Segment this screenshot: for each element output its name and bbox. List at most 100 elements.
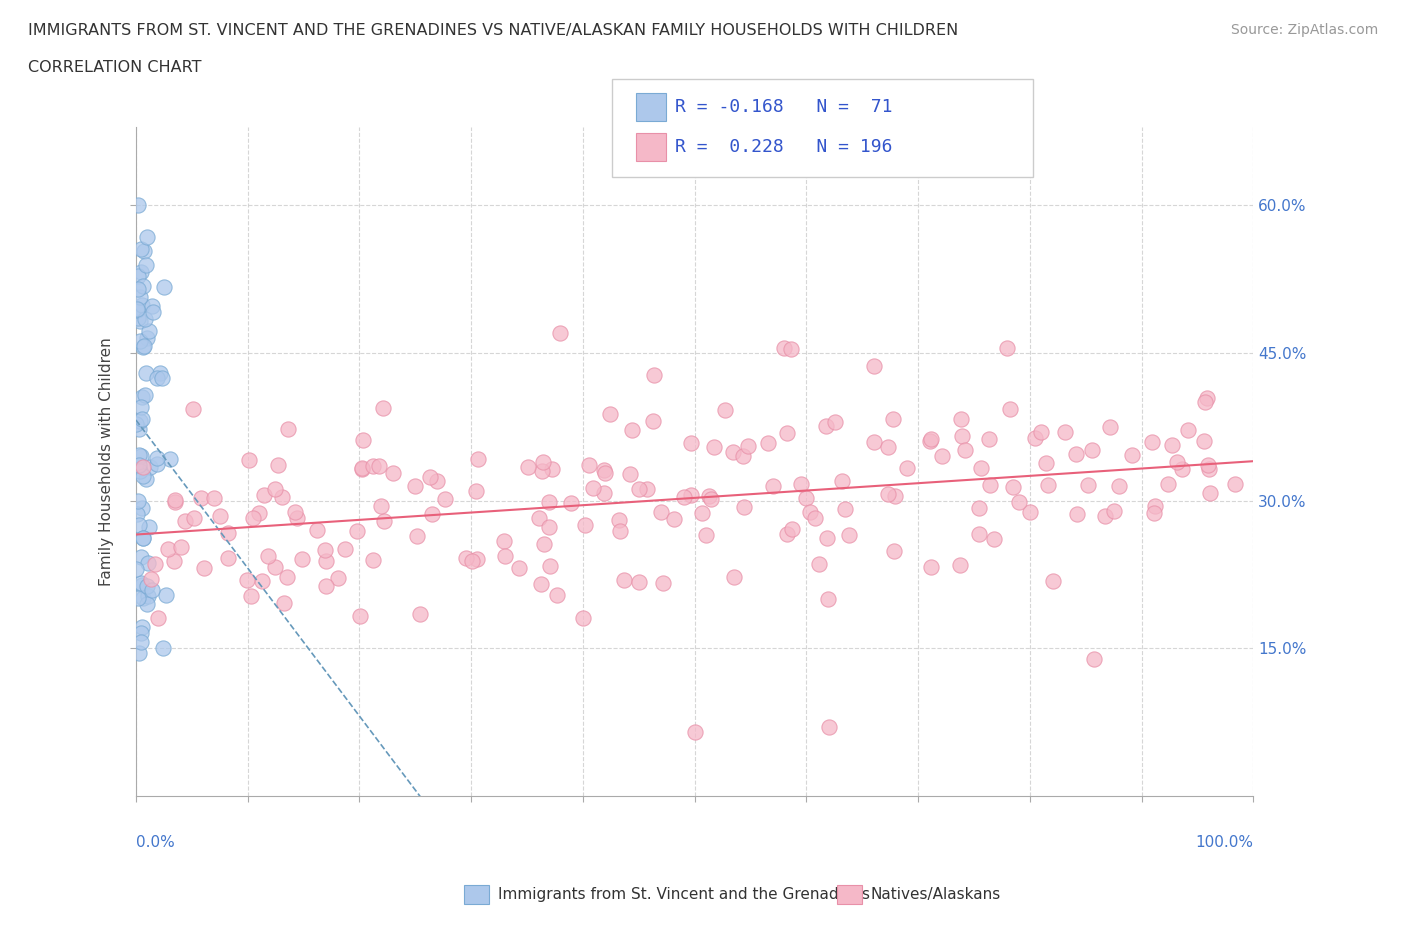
Point bbox=[381, 466, 404, 481]
Point bbox=[419, 470, 441, 485]
Point bbox=[127, 493, 149, 508]
Point bbox=[572, 611, 595, 626]
Point bbox=[969, 526, 991, 541]
Point bbox=[679, 488, 702, 503]
Point bbox=[125, 416, 148, 431]
Point bbox=[129, 463, 152, 478]
Point bbox=[132, 468, 155, 483]
Point bbox=[136, 596, 159, 611]
Point bbox=[125, 562, 148, 577]
Point bbox=[1108, 479, 1130, 494]
Point bbox=[420, 506, 443, 521]
Point bbox=[546, 588, 568, 603]
Point bbox=[695, 527, 717, 542]
Point bbox=[643, 367, 665, 382]
Point bbox=[128, 447, 150, 462]
Point bbox=[531, 463, 554, 478]
Point bbox=[1199, 485, 1222, 500]
Point bbox=[370, 498, 392, 513]
Point bbox=[538, 558, 561, 573]
Point bbox=[128, 414, 150, 429]
Point bbox=[128, 422, 150, 437]
Point bbox=[152, 641, 174, 656]
Point bbox=[949, 557, 972, 572]
Point bbox=[1121, 448, 1143, 463]
Point bbox=[141, 299, 163, 313]
Point bbox=[190, 491, 212, 506]
Point bbox=[997, 340, 1019, 355]
Point bbox=[779, 342, 801, 357]
Point bbox=[238, 452, 260, 467]
Point bbox=[1001, 480, 1024, 495]
Point bbox=[138, 324, 160, 339]
Point bbox=[460, 553, 482, 568]
Point bbox=[284, 504, 307, 519]
Point bbox=[609, 524, 631, 538]
Point bbox=[1102, 504, 1125, 519]
Point bbox=[127, 591, 149, 605]
Point bbox=[643, 414, 665, 429]
Point bbox=[156, 541, 179, 556]
Point bbox=[531, 455, 554, 470]
Point bbox=[136, 589, 159, 604]
Point bbox=[217, 525, 239, 540]
Point bbox=[1024, 430, 1046, 445]
Point bbox=[1225, 477, 1247, 492]
Point bbox=[756, 436, 779, 451]
Point bbox=[131, 500, 153, 515]
Point bbox=[731, 448, 754, 463]
Point bbox=[350, 462, 373, 477]
Point bbox=[170, 539, 193, 554]
Point bbox=[714, 403, 737, 418]
Text: Immigrants from St. Vincent and the Grenadines: Immigrants from St. Vincent and the Gren… bbox=[498, 887, 870, 902]
Point bbox=[794, 490, 817, 505]
Point bbox=[574, 517, 596, 532]
Point bbox=[592, 462, 614, 477]
Point bbox=[1156, 476, 1178, 491]
Point bbox=[242, 511, 264, 525]
Point bbox=[333, 541, 356, 556]
Point bbox=[162, 553, 184, 568]
Point bbox=[636, 482, 658, 497]
Point bbox=[136, 230, 159, 245]
Point bbox=[550, 326, 572, 340]
Point bbox=[1081, 443, 1104, 458]
Point bbox=[125, 302, 148, 317]
Point bbox=[920, 432, 942, 447]
Point bbox=[877, 440, 900, 455]
Point bbox=[131, 578, 153, 592]
Point bbox=[132, 244, 155, 259]
Point bbox=[578, 458, 600, 473]
Point bbox=[762, 479, 785, 494]
Point bbox=[253, 487, 276, 502]
Point bbox=[651, 576, 673, 591]
Point bbox=[593, 485, 616, 500]
Point bbox=[529, 511, 551, 525]
Point bbox=[271, 489, 294, 504]
Point bbox=[773, 340, 796, 355]
Point bbox=[128, 457, 150, 472]
Point bbox=[838, 527, 860, 542]
Point bbox=[273, 595, 295, 610]
Point bbox=[146, 371, 169, 386]
Point bbox=[209, 509, 232, 524]
Point bbox=[1143, 498, 1166, 513]
Point bbox=[1018, 504, 1040, 519]
Point bbox=[257, 549, 280, 564]
Point bbox=[1198, 461, 1220, 476]
Point bbox=[1194, 434, 1216, 449]
Point bbox=[139, 459, 162, 474]
Point bbox=[129, 549, 152, 564]
Point bbox=[464, 484, 486, 498]
Point bbox=[540, 461, 562, 476]
Point bbox=[815, 530, 838, 545]
Point bbox=[128, 518, 150, 533]
Point bbox=[433, 491, 456, 506]
Point bbox=[149, 365, 172, 380]
Point bbox=[508, 561, 530, 576]
Point bbox=[1038, 478, 1060, 493]
Point bbox=[181, 402, 204, 417]
Point bbox=[533, 537, 555, 551]
Point bbox=[737, 439, 759, 454]
Point bbox=[264, 560, 287, 575]
